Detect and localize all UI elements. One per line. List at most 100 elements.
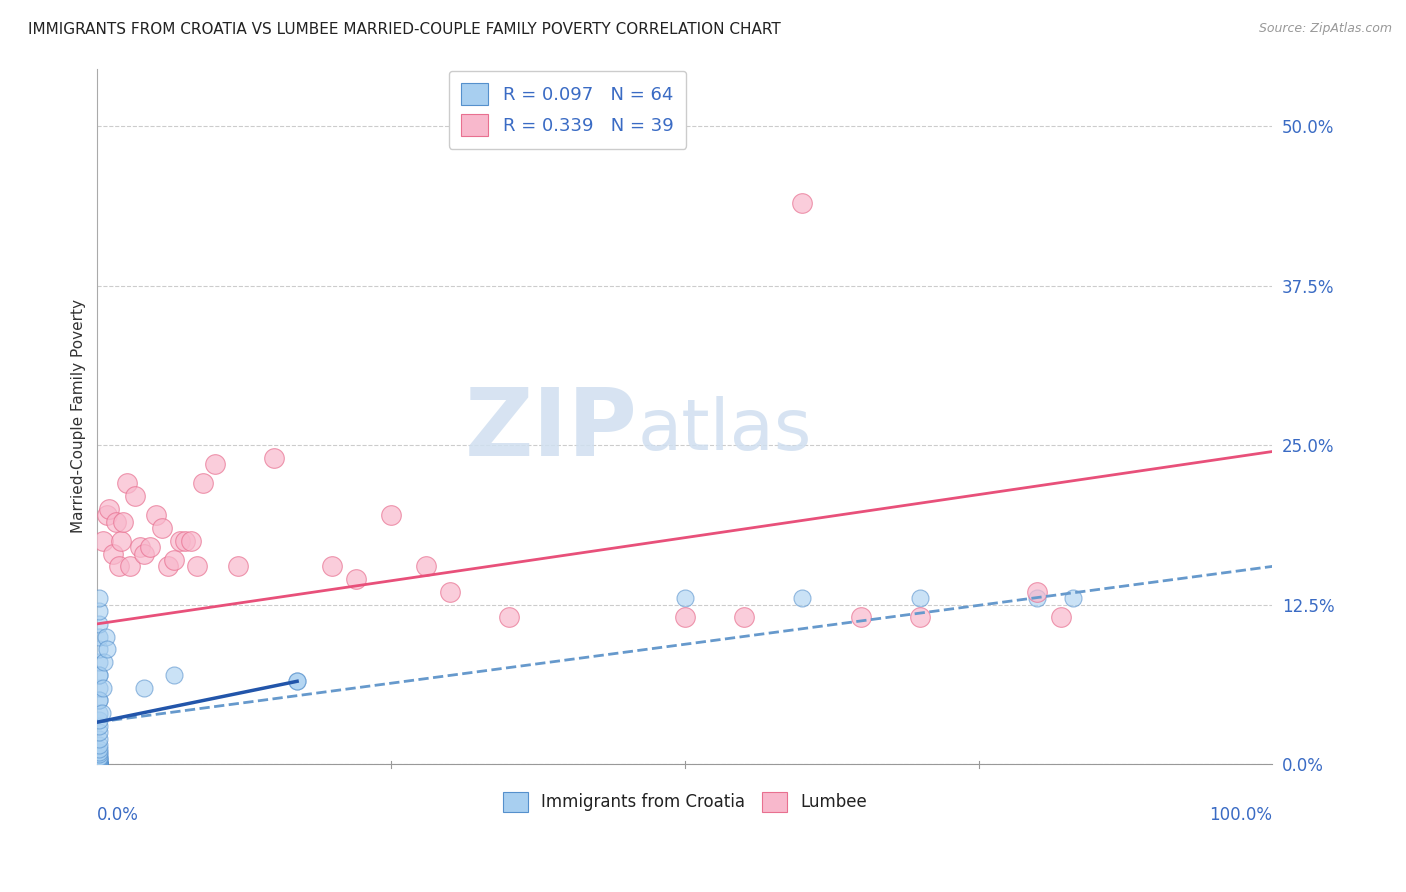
Point [87, 754, 110, 768]
Point [87, 757, 110, 772]
Point [96, 642, 118, 657]
Legend: Immigrants from Croatia, Lumbee: Immigrants from Croatia, Lumbee [496, 785, 873, 819]
Point [87, 757, 110, 772]
Point [150, 521, 173, 535]
Text: Source: ZipAtlas.com: Source: ZipAtlas.com [1258, 22, 1392, 36]
Text: 100.0%: 100.0% [1209, 806, 1272, 824]
Point [87, 757, 110, 772]
Text: 0.0%: 0.0% [97, 806, 139, 824]
Point [849, 610, 872, 624]
Point [87, 757, 110, 772]
Point [87, 757, 110, 772]
Text: IMMIGRANTS FROM CROATIA VS LUMBEE MARRIED-COUPLE FAMILY POVERTY CORRELATION CHAR: IMMIGRANTS FROM CROATIA VS LUMBEE MARRIE… [28, 22, 780, 37]
Point [87, 757, 110, 772]
Text: ZIP: ZIP [465, 384, 638, 476]
Point [344, 572, 367, 586]
Point [439, 585, 461, 599]
Point [87, 738, 110, 752]
Point [673, 610, 696, 624]
Point [145, 508, 167, 523]
Point [228, 559, 250, 574]
Point [134, 547, 156, 561]
Point [87, 693, 110, 707]
Point [91, 533, 114, 548]
Point [87, 757, 110, 772]
Point [733, 610, 755, 624]
Point [1026, 585, 1049, 599]
Point [87, 757, 110, 772]
Point [87, 757, 110, 772]
Point [87, 630, 110, 644]
Point [87, 757, 110, 772]
Point [87, 706, 110, 721]
Point [792, 591, 814, 606]
Point [673, 591, 696, 606]
Point [124, 489, 146, 503]
Point [204, 457, 226, 471]
Point [87, 755, 110, 769]
Point [285, 674, 308, 689]
Point [98, 502, 121, 516]
Point [87, 668, 110, 682]
Point [1050, 610, 1073, 624]
Point [94, 630, 117, 644]
Point [380, 508, 402, 523]
Point [792, 195, 814, 210]
Point [908, 610, 931, 624]
Point [87, 604, 110, 618]
Point [87, 757, 110, 772]
Point [415, 559, 437, 574]
Point [163, 668, 186, 682]
Point [87, 757, 110, 772]
Y-axis label: Married-Couple Family Poverty: Married-Couple Family Poverty [72, 300, 86, 533]
Point [87, 751, 110, 765]
Point [128, 541, 150, 555]
Point [285, 674, 308, 689]
Point [87, 756, 110, 770]
Point [107, 559, 129, 574]
Point [87, 749, 110, 764]
Point [134, 681, 156, 695]
Point [87, 725, 110, 739]
Point [91, 681, 114, 695]
Point [110, 533, 132, 548]
Point [186, 559, 208, 574]
Point [105, 515, 128, 529]
Point [91, 706, 114, 721]
Point [87, 591, 110, 606]
Point [96, 508, 118, 523]
Point [87, 757, 110, 772]
Point [87, 731, 110, 746]
Text: atlas: atlas [638, 396, 813, 465]
Point [87, 757, 110, 772]
Point [87, 757, 110, 772]
Point [87, 757, 110, 772]
Point [156, 559, 179, 574]
Point [112, 515, 135, 529]
Point [93, 655, 115, 669]
Point [169, 533, 191, 548]
Point [87, 744, 110, 758]
Point [908, 591, 931, 606]
Point [87, 668, 110, 682]
Point [1026, 591, 1049, 606]
Point [191, 476, 214, 491]
Point [180, 533, 202, 548]
Point [87, 757, 110, 772]
Point [498, 610, 520, 624]
Point [174, 533, 197, 548]
Point [1062, 591, 1084, 606]
Point [115, 476, 138, 491]
Point [87, 757, 110, 772]
Point [87, 642, 110, 657]
Point [120, 559, 142, 574]
Point [263, 450, 285, 465]
Point [87, 719, 110, 733]
Point [321, 559, 343, 574]
Point [87, 655, 110, 669]
Point [87, 742, 110, 756]
Point [87, 757, 110, 772]
Point [87, 681, 110, 695]
Point [87, 616, 110, 631]
Point [87, 757, 110, 772]
